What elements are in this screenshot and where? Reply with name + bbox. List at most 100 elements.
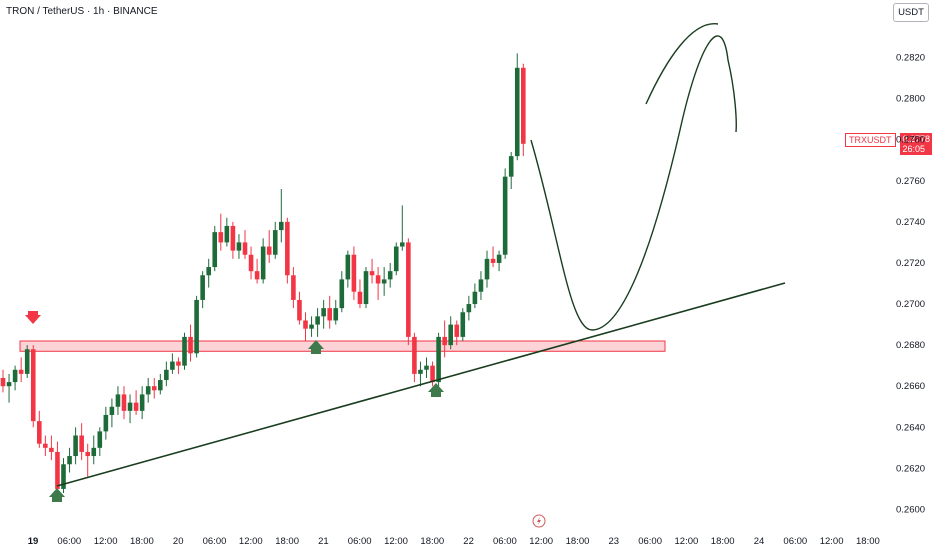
candle-body: [291, 275, 296, 300]
candle-body: [254, 271, 260, 280]
candle: [508, 152, 514, 189]
x-tick-label: 12:00: [384, 536, 408, 547]
candle: [212, 225, 218, 272]
ascending-trendline: [56, 282, 786, 487]
candle: [151, 377, 157, 399]
currency-button[interactable]: USDT: [893, 3, 929, 22]
y-tick-label: 0.2640: [896, 422, 925, 433]
candle: [321, 299, 326, 329]
candle-body: [424, 365, 429, 370]
candle: [236, 234, 242, 259]
candle-body: [236, 242, 242, 251]
x-tick-label: 12:00: [529, 536, 553, 547]
candle: [436, 332, 441, 387]
projection-path: [530, 35, 737, 331]
candle-body: [400, 242, 405, 247]
x-tick-label: 06:00: [783, 536, 807, 547]
price-tag: TRXUSDT 0.2778 26:05: [845, 133, 932, 155]
x-tick-label: 06:00: [348, 536, 372, 547]
candle-body: [18, 369, 24, 374]
candle: [230, 221, 236, 259]
candle-body: [521, 67, 526, 144]
candles: [0, 53, 526, 500]
candle-body: [30, 349, 36, 422]
x-axis: 19 06:00 12:00 18:00 20 06:00 12:00 18:00 21 06:0…: [28, 536, 880, 547]
y-tick-label: 0.2740: [896, 217, 925, 228]
candle-body: [412, 336, 417, 374]
candle-body: [279, 221, 284, 231]
candle-body: [176, 361, 181, 366]
candle: [279, 188, 284, 243]
x-tick-label: 18:00: [856, 536, 880, 547]
candle: [357, 279, 363, 309]
candle-body: [327, 308, 332, 321]
candle-body: [151, 386, 157, 391]
y-tick-label: 0.2680: [896, 340, 925, 351]
candle: [79, 423, 84, 461]
candle: [272, 221, 278, 259]
candle-body: [297, 299, 302, 321]
candle-body: [230, 225, 236, 251]
candle-body: [73, 435, 78, 457]
lightning-icon[interactable]: [532, 514, 546, 528]
candle-body: [478, 279, 484, 292]
arrow-up-icon: [49, 488, 65, 502]
y-tick-label: 0.2760: [896, 176, 925, 187]
candle: [339, 271, 345, 313]
candle-body: [182, 336, 187, 366]
arrow-up-icon: [308, 340, 324, 354]
candle-body: [200, 275, 205, 300]
bar-countdown: 26:05: [902, 144, 926, 154]
candle: [115, 386, 121, 415]
candle: [297, 291, 302, 325]
candle: [103, 406, 109, 440]
candle: [400, 205, 405, 251]
candle-body: [502, 176, 508, 255]
x-tick-label: 20: [173, 536, 184, 547]
candle: [496, 250, 502, 272]
candle: [387, 262, 393, 288]
candle-body: [303, 320, 308, 329]
candle: [0, 369, 6, 393]
candle-body: [206, 267, 211, 276]
candle-body: [224, 225, 230, 243]
candle-body: [309, 324, 314, 329]
symbol-label: TRXUSDT: [845, 133, 896, 147]
x-tick-label: 23: [609, 536, 620, 547]
candle-body: [43, 443, 48, 448]
y-axis: 0.2600 0.2620 0.2640 0.2660 0.2680 0.2700 0.27…: [896, 53, 925, 516]
candle-body: [321, 308, 326, 317]
x-tick-label: 06:00: [57, 536, 81, 547]
candle-body: [345, 254, 351, 280]
y-tick-label: 0.2660: [896, 381, 925, 392]
candle: [375, 267, 381, 300]
candle: [145, 377, 151, 403]
candle: [514, 53, 520, 161]
x-tick-label: 18:00: [420, 536, 444, 547]
candle: [188, 324, 193, 362]
candle-body: [460, 312, 466, 337]
candle: [478, 271, 484, 300]
chart-title: TRON / TetherUS · 1h · BINANCE: [6, 6, 158, 17]
y-tick-label: 0.2620: [896, 463, 925, 474]
candle: [242, 230, 248, 259]
candle: [24, 345, 30, 378]
candle-body: [164, 369, 169, 381]
candle: [303, 312, 308, 342]
candle-body: [103, 414, 109, 432]
candle-body: [212, 232, 218, 268]
candle: [218, 213, 224, 251]
y-tick-label: 0.2800: [896, 94, 925, 105]
price-box: 0.2778 26:05: [899, 133, 932, 155]
candle: [97, 427, 103, 457]
candle: [412, 332, 417, 383]
candle: [484, 250, 490, 288]
candle: [327, 295, 332, 329]
projection-left-arc: [645, 23, 719, 105]
candle: [67, 447, 72, 473]
candle-body: [496, 254, 502, 263]
candle: [490, 246, 496, 268]
candle: [466, 295, 472, 321]
candle: [291, 267, 296, 309]
